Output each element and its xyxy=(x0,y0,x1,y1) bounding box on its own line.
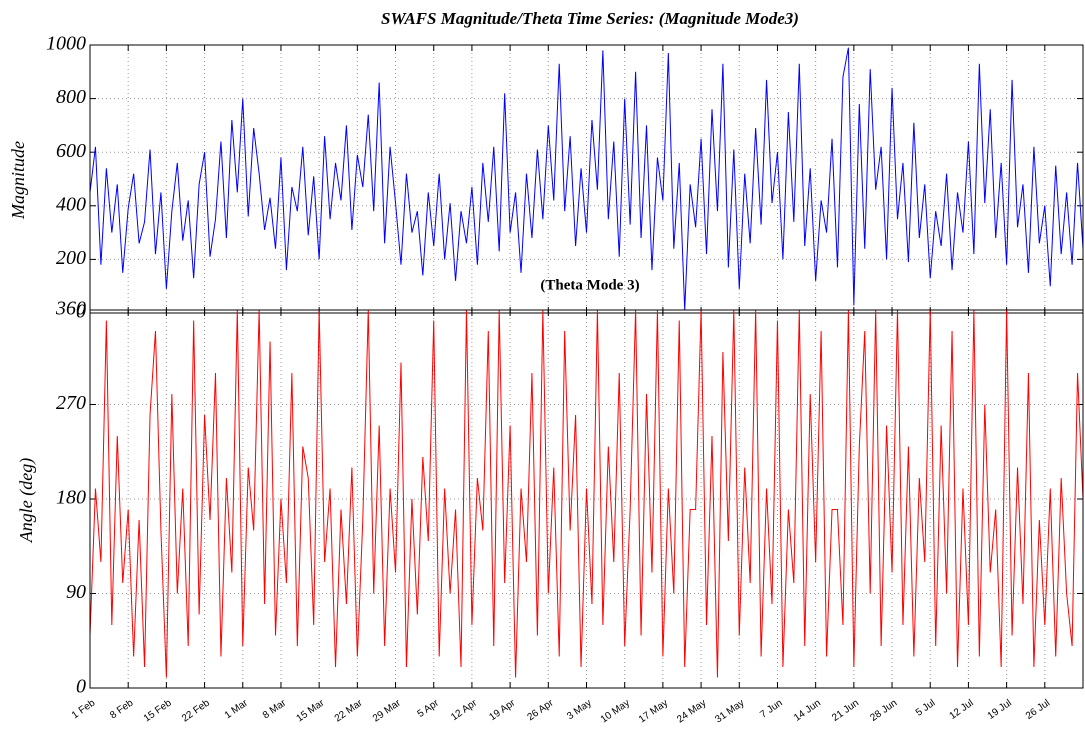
x-tick-label: 17 May xyxy=(637,698,670,726)
y-tick-label: 1000 xyxy=(46,33,86,55)
x-tick-label: 8 Mar xyxy=(261,697,289,721)
y-axis-label: Magnitude xyxy=(8,141,28,220)
x-tick-label: 3 May xyxy=(565,698,594,723)
y-tick-label: 400 xyxy=(56,193,86,215)
y-tick-label: 0 xyxy=(76,676,86,698)
x-tick-label: 15 Mar xyxy=(295,697,327,724)
y-tick-label: 200 xyxy=(56,247,86,269)
x-tick-label: 8 Feb xyxy=(108,697,136,721)
y-tick-label: 90 xyxy=(66,581,86,603)
y-tick-label: 800 xyxy=(56,86,86,108)
x-tick-label: 15 Feb xyxy=(142,697,174,724)
x-tick-label: 12 Jul xyxy=(947,698,975,722)
x-tick-label: 5 Jul xyxy=(914,698,938,719)
y-tick-label: 0 xyxy=(76,301,86,323)
x-tick-label: 19 Jul xyxy=(986,698,1014,722)
x-tick-label: 1 Feb xyxy=(70,697,98,721)
x-tick-label: 22 Feb xyxy=(180,697,212,724)
x-tick-label: 26 Apr xyxy=(526,697,557,723)
y-tick-label: 180 xyxy=(56,487,86,509)
y-tick-label: 600 xyxy=(56,140,86,162)
y-tick-label: 270 xyxy=(56,392,86,414)
x-tick-label: 26 Jul xyxy=(1024,698,1052,722)
x-tick-label: 31 May xyxy=(713,698,746,726)
x-tick-label: 29 Mar xyxy=(371,697,403,724)
x-tick-label: 21 Jun xyxy=(830,698,861,724)
x-tick-label: 24 May xyxy=(675,698,708,726)
x-tick-label: 7 Jun xyxy=(758,698,784,721)
data-line xyxy=(89,309,1084,678)
x-tick-label: 19 Apr xyxy=(487,697,518,723)
chart-title: (Theta Mode 3) xyxy=(540,277,639,293)
plot-frame xyxy=(89,309,1084,689)
x-tick-label: 10 May xyxy=(599,698,632,726)
data-line xyxy=(89,47,1084,311)
x-tick-label: 22 Mar xyxy=(333,697,365,724)
x-tick-label: 1 Mar xyxy=(223,697,251,721)
x-tick-label: 14 Jun xyxy=(792,698,823,724)
y-tick-label: 360 xyxy=(55,298,86,320)
chart-title: SWAFS Magnitude/Theta Time Series: (Magn… xyxy=(381,9,799,28)
x-tick-label: 5 Apr xyxy=(416,697,442,720)
x-tick-label: 28 Jun xyxy=(868,698,899,724)
y-axis-label: Angle (deg) xyxy=(16,458,37,543)
x-tick-label: 12 Apr xyxy=(449,697,480,723)
